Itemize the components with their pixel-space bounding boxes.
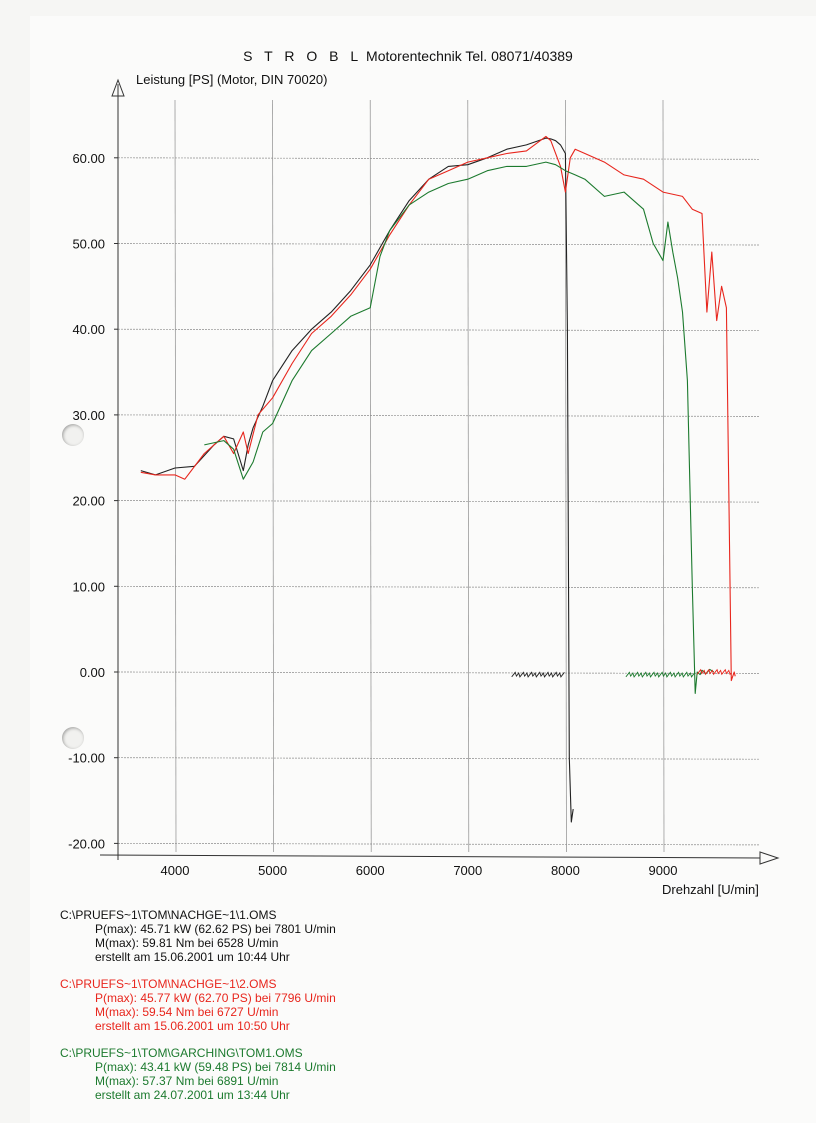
v-gridline [174, 99, 177, 853]
v-gridline [369, 99, 372, 853]
y-tick-label: 10.00 [72, 579, 105, 594]
x-tick-label: 9000 [649, 863, 678, 878]
y-tick-label: 30.00 [72, 408, 105, 423]
header-tel: Tel. 08071/40389 [465, 48, 573, 64]
y-tick-label: -10.00 [68, 751, 105, 766]
h-gridline [117, 414, 761, 417]
legend-entry-1: C:\PRUEFS~1\TOM\NACHGE~1\1.OMS P(max): 4… [60, 908, 336, 964]
x-axis-label: Drehzahl [U/min] [662, 882, 759, 897]
legend-pmax: P(max): 45.77 kW (62.70 PS) bei 7796 U/m… [95, 991, 336, 1005]
y-tick-label: -20.00 [68, 836, 105, 851]
x-tick-label: 7000 [453, 863, 482, 878]
header-company: Motorentechnik [366, 48, 462, 64]
legend-date: erstellt am 24.07.2001 um 13:44 Uhr [95, 1088, 290, 1102]
y-tick-label: 40.00 [72, 322, 105, 337]
y-tick-label: 50.00 [72, 237, 105, 252]
y-axis-arrow [111, 78, 125, 97]
v-gridline [467, 99, 470, 853]
series-noise-segment [696, 668, 732, 676]
v-gridline [272, 99, 274, 853]
legend-date: erstellt am 15.06.2001 um 10:44 Uhr [95, 950, 290, 964]
punch-hole-bottom [62, 727, 84, 749]
series-line-3 [204, 161, 715, 694]
legend-file: C:\PRUEFS~1\TOM\NACHGE~1\1.OMS [60, 908, 277, 922]
h-gridline [117, 243, 761, 246]
punch-hole-top [62, 424, 84, 446]
h-gridline [117, 757, 761, 760]
header-brand: S T R O B L [243, 48, 363, 64]
legend-mmax: M(max): 57.37 Nm bei 6891 U/min [95, 1074, 279, 1088]
series-noise-segment [625, 671, 696, 678]
h-gridline [117, 328, 761, 332]
h-gridline [117, 157, 761, 160]
y-tick-label: 20.00 [72, 494, 105, 509]
legend-date: erstellt am 15.06.2001 um 10:50 Uhr [95, 1019, 290, 1033]
y-axis-label: Leistung [PS] (Motor, DIN 70020) [136, 72, 328, 87]
h-gridline [117, 585, 761, 589]
x-axis-arrow [759, 851, 780, 865]
y-tick-label: 60.00 [72, 151, 105, 166]
x-tick-label: 8000 [551, 863, 580, 878]
legend-pmax: P(max): 43.41 kW (59.48 PS) bei 7814 U/m… [95, 1060, 336, 1074]
v-gridline [662, 99, 665, 853]
h-gridline [117, 843, 761, 846]
legend-mmax: M(max): 59.81 Nm bei 6528 U/min [95, 936, 279, 950]
legend-entry-3: C:\PRUEFS~1\TOM\GARCHING\TOM1.OMS P(max)… [60, 1046, 336, 1102]
y-tick-label: 0.00 [80, 665, 105, 680]
series-line-2 [140, 135, 736, 682]
x-tick-label: 6000 [356, 863, 385, 878]
x-axis [99, 854, 761, 859]
v-gridline [565, 99, 567, 853]
legend-mmax: M(max): 59.54 Nm bei 6727 U/min [95, 1005, 279, 1019]
chart-header: S T R O B L Motorentechnik Tel. 08071/40… [0, 48, 816, 64]
legend-file: C:\PRUEFS~1\TOM\NACHGE~1\2.OMS [60, 977, 277, 991]
legend-entry-2: C:\PRUEFS~1\TOM\NACHGE~1\2.OMS P(max): 4… [60, 977, 336, 1033]
x-tick-label: 4000 [161, 863, 190, 878]
legend-pmax: P(max): 45.71 kW (62.62 PS) bei 7801 U/m… [95, 922, 336, 936]
legend-file: C:\PRUEFS~1\TOM\GARCHING\TOM1.OMS [60, 1046, 303, 1060]
h-gridline [117, 500, 761, 503]
series-noise-segment [511, 671, 565, 678]
series-line-1 [140, 137, 574, 823]
x-tick-label: 5000 [258, 863, 287, 878]
